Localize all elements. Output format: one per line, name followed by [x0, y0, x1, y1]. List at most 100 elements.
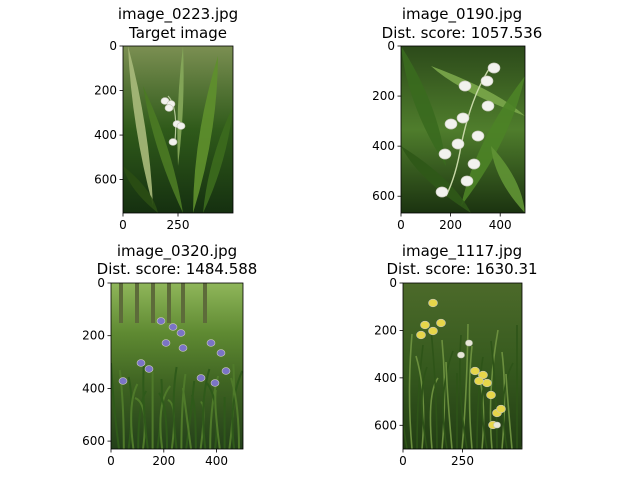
- grass-blade: [408, 333, 413, 449]
- y-tick-label: 0: [109, 39, 117, 53]
- axes-frame: 0 250 0 200 400 600: [374, 276, 523, 468]
- x-tick-label: 0: [397, 218, 405, 232]
- flower-shape: [467, 158, 481, 170]
- x-tick-label: 0: [119, 218, 127, 232]
- x-tick-label: 400: [489, 218, 512, 232]
- axes-spine: [400, 45, 526, 214]
- leaf-shape: [491, 146, 525, 213]
- subplot-title-line-2: Dist. score: 1630.31: [386, 260, 537, 278]
- tree-trunk: [135, 283, 139, 323]
- y-tick-label: 400: [94, 128, 117, 142]
- grass-blade: [190, 394, 197, 449]
- leaf-shape: [123, 166, 158, 213]
- y-tick-label: 400: [82, 381, 105, 395]
- leaf-shape: [143, 86, 183, 213]
- y-tick-label: 600: [374, 418, 397, 432]
- x-tick-label: 200: [152, 454, 175, 468]
- grass-blade: [476, 356, 484, 449]
- grass-blade: [505, 373, 513, 449]
- axes-frame: 0 200 400 0 200 400 600: [372, 39, 526, 232]
- flower-shape: [118, 377, 128, 385]
- tree-trunk: [203, 283, 207, 323]
- subplot-top-left: image_0223.jpg Target image 0 250 0 200 400 6…: [94, 5, 238, 232]
- subplot-title-line-1: image_0320.jpg: [117, 242, 237, 261]
- photo-image-1117: [403, 283, 522, 449]
- photo-content: [111, 283, 243, 449]
- axes-frame: 0 250 0 200 400 600: [94, 39, 234, 232]
- grass-blade: [442, 350, 454, 449]
- grass-blade: [416, 344, 424, 449]
- flower-shape: [487, 62, 501, 74]
- flower-shape: [176, 329, 186, 337]
- leaf-shape: [401, 146, 471, 213]
- flower-shape: [460, 175, 474, 187]
- photo-content: [123, 46, 233, 213]
- y-tick-label: 600: [372, 189, 395, 203]
- y-tick-label: 0: [97, 276, 105, 290]
- tree-trunk: [181, 283, 185, 323]
- subplot-bottom-right: image_1117.jpg Dist. score: 1630.31 0 250…: [374, 242, 537, 468]
- x-tick-label: 250: [167, 218, 190, 232]
- leaf-shape: [461, 76, 525, 206]
- flower-shape: [178, 344, 188, 352]
- tree-trunk: [151, 283, 155, 323]
- grass-blade: [502, 362, 514, 449]
- leaf-shape: [401, 46, 446, 166]
- leaf-shape: [177, 46, 184, 166]
- grass-blade: [461, 323, 469, 449]
- grass-blade: [111, 362, 120, 449]
- flower-shape: [221, 367, 231, 375]
- flower-shape: [471, 130, 485, 142]
- grass-blade: [172, 366, 178, 449]
- flower-shape: [451, 138, 465, 150]
- grass-blade: [130, 383, 139, 449]
- subplot-title-line-1: image_1117.jpg: [402, 242, 522, 261]
- y-tick-label: 600: [94, 173, 117, 187]
- subplot-bottom-left: image_0320.jpg Dist. score: 1484.588 0 20…: [82, 242, 257, 468]
- grass-blade: [214, 389, 221, 449]
- flower-shape: [420, 320, 430, 330]
- photo-image-0223: [123, 46, 233, 213]
- y-tick-label: 400: [372, 139, 395, 153]
- grass-blade: [158, 392, 168, 449]
- flower-shape: [416, 330, 426, 340]
- flower-shape: [168, 323, 178, 331]
- grass-blade: [445, 361, 453, 449]
- grass-blade: [468, 345, 473, 449]
- grass-blade: [180, 373, 187, 449]
- photo-image-0320: [111, 283, 243, 449]
- grass-blade: [185, 380, 196, 449]
- flower-shape: [436, 318, 446, 328]
- grass-blade: [159, 385, 171, 449]
- grass-blade: [142, 364, 149, 449]
- grass-blade: [459, 334, 468, 449]
- grass-blade: [521, 439, 522, 449]
- x-tick-label: 0: [399, 454, 407, 468]
- flower-shape: [168, 138, 178, 146]
- subplot-title-line-1: image_0190.jpg: [402, 5, 522, 24]
- tree-trunk: [167, 283, 171, 323]
- leaf-shape: [203, 106, 233, 213]
- grass-blade: [403, 413, 408, 449]
- grass-blade: [118, 369, 125, 449]
- flower-shape: [474, 376, 484, 386]
- subplot-top-right: image_0190.jpg Dist. score: 1057.536 0 20…: [372, 5, 542, 232]
- axes-frame: 0 200 400 0 200 400 600: [82, 276, 244, 468]
- photo-background: [111, 283, 243, 449]
- flower-shape: [206, 339, 216, 347]
- grass-blade: [231, 370, 243, 449]
- grass-blade: [137, 390, 148, 449]
- flower-shape: [435, 186, 449, 198]
- photo-content: [401, 46, 525, 213]
- grass-blade: [182, 387, 192, 449]
- flower-shape: [458, 80, 472, 92]
- subplot-title-line-2: Dist. score: 1057.536: [382, 24, 543, 42]
- flower-shape: [196, 374, 206, 382]
- flower-shape: [428, 326, 438, 336]
- tree-trunk: [119, 283, 123, 323]
- leaf-shape: [128, 46, 153, 206]
- subplot-title-line-2: Target image: [128, 24, 227, 42]
- flower-shape: [438, 148, 452, 160]
- y-tick-label: 0: [387, 39, 395, 53]
